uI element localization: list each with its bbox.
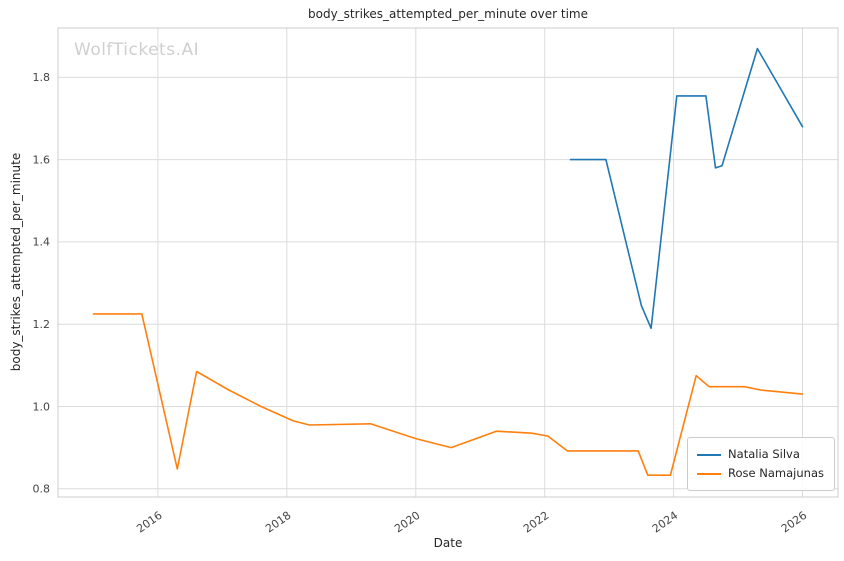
series-line-0 — [569, 47, 804, 330]
y-axis-label: body_strikes_attempted_per_minute — [9, 152, 23, 372]
y-tick-label: 1.2 — [33, 318, 51, 331]
y-tick-label: 1.6 — [33, 153, 51, 166]
legend-item-natalia-silva: Natalia Silva — [697, 445, 824, 464]
x-axis-label: Date — [433, 536, 463, 550]
legend-swatch-natalia-silva — [697, 453, 722, 456]
x-tick-label: 2026 — [779, 509, 809, 536]
chart-title: body_strikes_attempted_per_minute over t… — [308, 7, 588, 21]
legend: Natalia Silva Rose Namajunas — [687, 437, 835, 491]
y-tick-label: 0.8 — [33, 483, 51, 496]
legend-label-rose-namajunas: Rose Namajunas — [728, 466, 824, 480]
x-tick-label: 2024 — [650, 509, 680, 536]
x-tick-label: 2018 — [263, 509, 293, 536]
x-tick-label: 2020 — [392, 509, 422, 536]
y-tick-label: 1.8 — [33, 71, 51, 84]
legend-item-rose-namajunas: Rose Namajunas — [697, 464, 824, 483]
series-line-1 — [92, 313, 804, 477]
y-tick-label: 1.4 — [33, 236, 51, 249]
watermark: WolfTickets.AI — [74, 40, 200, 60]
y-tick-label: 1.0 — [33, 400, 51, 413]
legend-label-natalia-silva: Natalia Silva — [728, 447, 800, 461]
legend-swatch-rose-namajunas — [697, 472, 722, 475]
plot-border — [57, 27, 839, 498]
x-tick-label: 2022 — [521, 509, 551, 536]
x-tick-label: 2016 — [134, 509, 164, 536]
